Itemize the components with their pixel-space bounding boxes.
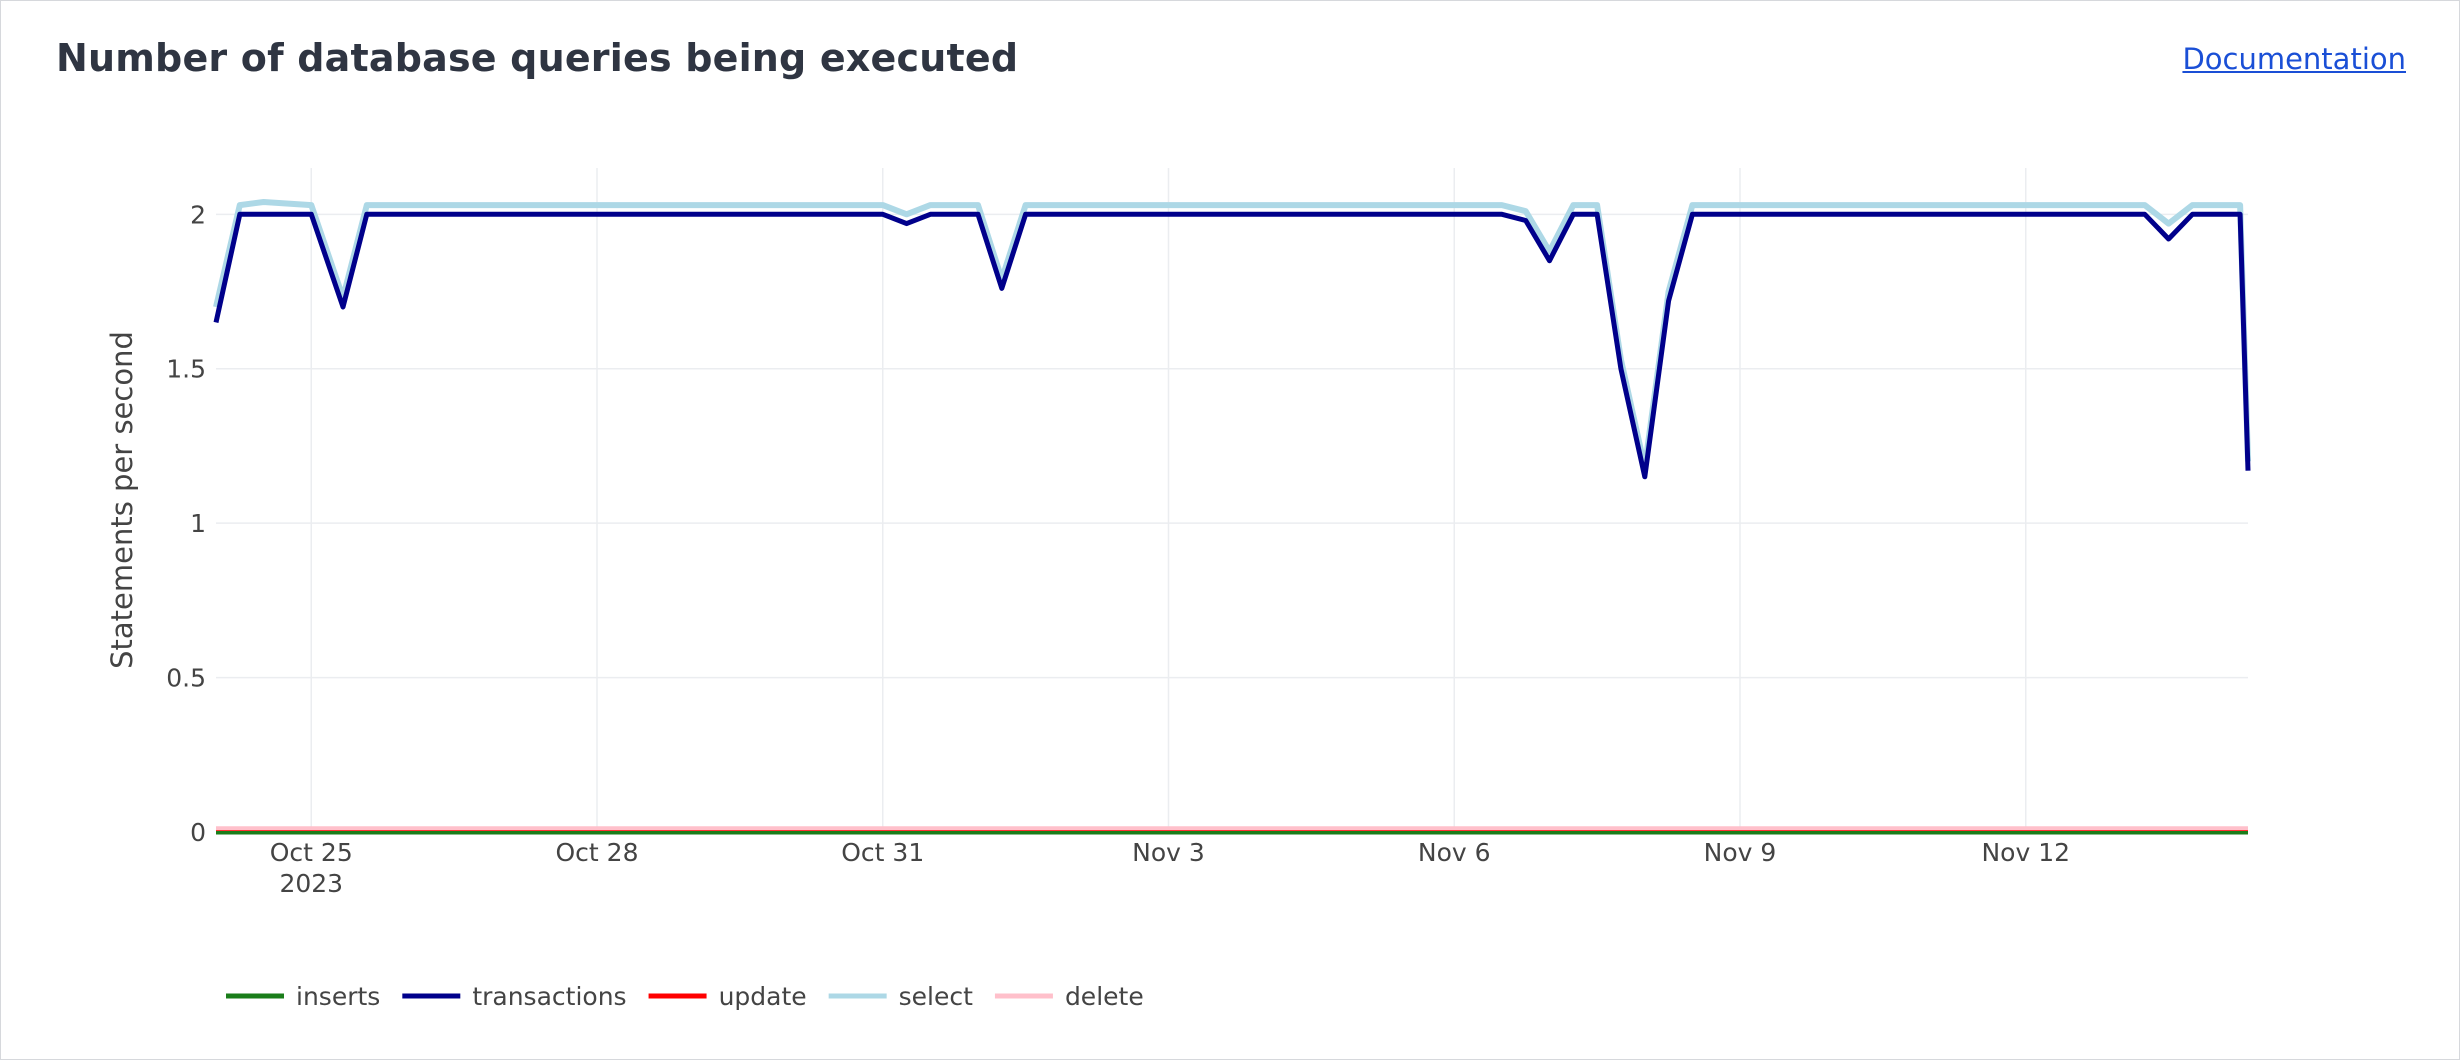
- y-tick-label: 1: [190, 509, 206, 538]
- legend-label: select: [899, 982, 973, 1011]
- x-tick-label: Nov 3: [1132, 838, 1205, 867]
- legend-item-inserts[interactable]: inserts: [226, 982, 380, 1011]
- legend-label: inserts: [296, 982, 380, 1011]
- legend-item-select[interactable]: select: [828, 982, 973, 1011]
- x-tick-label: Nov 6: [1418, 838, 1491, 867]
- x-tick-label: Oct 25: [270, 838, 353, 867]
- x-tick-label: Oct 31: [841, 838, 924, 867]
- x-tick-label: Oct 28: [556, 838, 639, 867]
- x-tick-year-label: 2023: [279, 869, 343, 898]
- y-tick-label: 0: [190, 818, 206, 847]
- series-line-transactions: [213, 211, 2251, 480]
- page-title: Number of database queries being execute…: [56, 36, 1019, 80]
- legend-item-transactions[interactable]: transactions: [402, 982, 627, 1011]
- legend: inserts transactions update select delete: [226, 982, 1144, 1011]
- x-tick-label: Nov 9: [1704, 838, 1777, 867]
- series-lines: [213, 199, 2251, 835]
- legend-label: update: [719, 982, 807, 1011]
- grid: [216, 168, 2248, 833]
- documentation-link[interactable]: Documentation: [2182, 42, 2406, 76]
- y-axis-title: Statements per second: [105, 331, 139, 669]
- legend-label: transactions: [472, 982, 626, 1011]
- legend-item-update[interactable]: update: [648, 982, 807, 1011]
- series-line-select: [213, 199, 2251, 471]
- y-axis-ticks: 0 0.5 1 1.5 2: [166, 200, 206, 847]
- y-tick-label: 1.5: [166, 355, 206, 384]
- y-tick-label: 0.5: [166, 664, 206, 693]
- legend-item-delete[interactable]: delete: [994, 982, 1144, 1011]
- x-tick-label: Nov 12: [1981, 838, 2070, 867]
- legend-label: delete: [1065, 982, 1144, 1011]
- y-tick-label: 2: [190, 200, 206, 229]
